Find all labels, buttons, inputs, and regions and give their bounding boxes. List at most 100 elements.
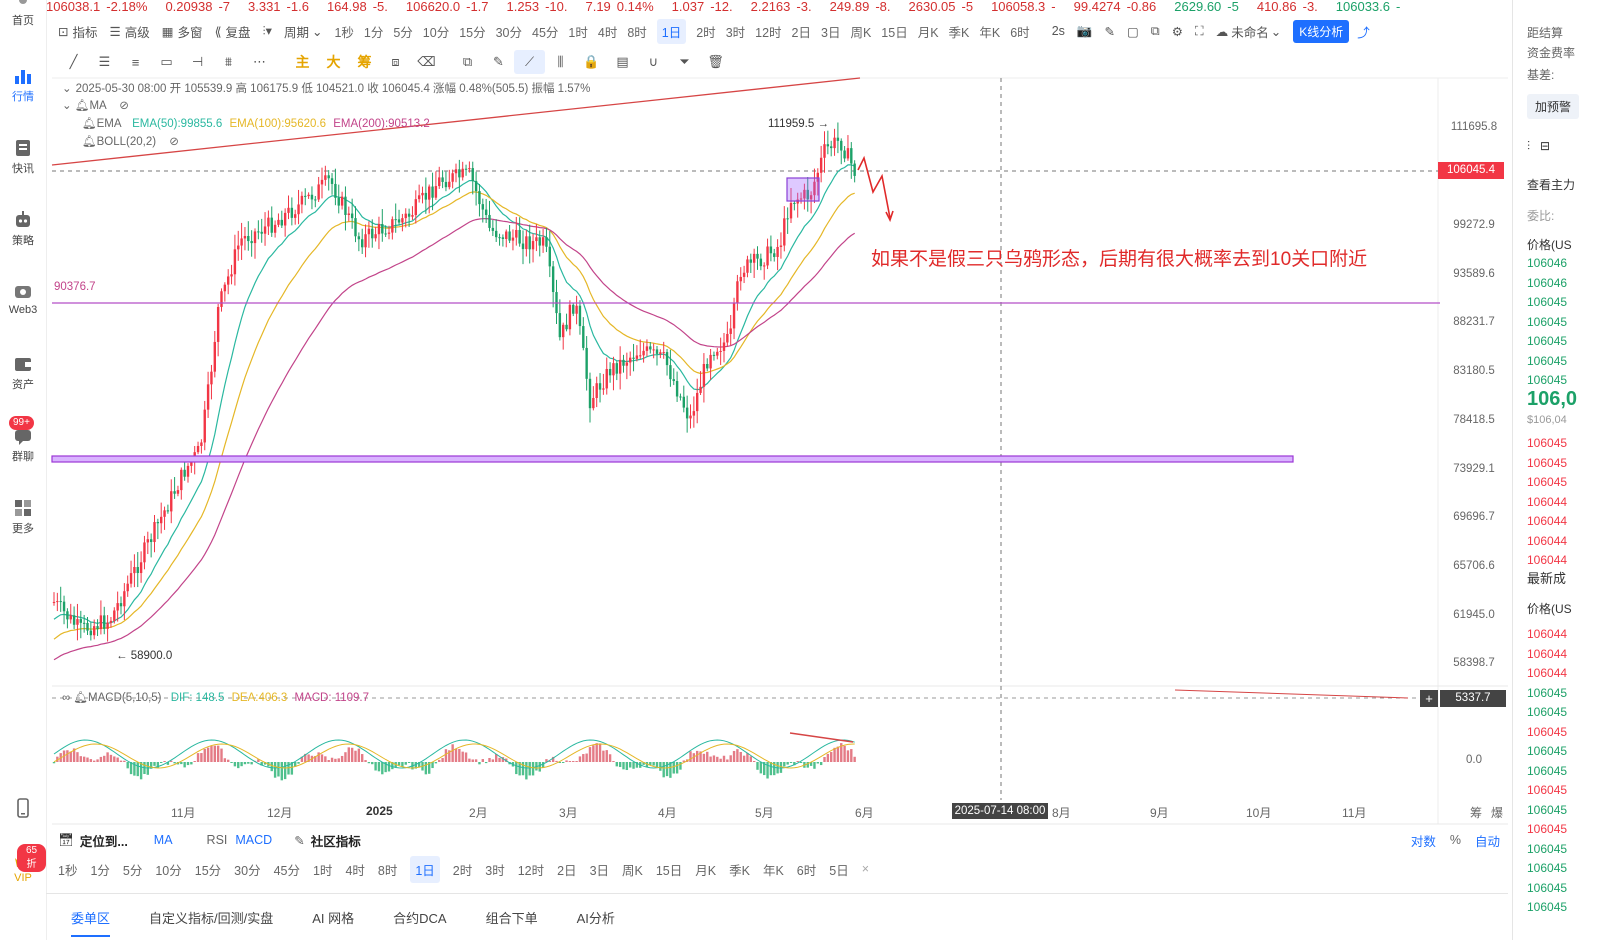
share-icon[interactable]: ⤴: [1357, 25, 1370, 40]
nav-strategy[interactable]: 策略: [0, 210, 46, 248]
bottom-period-option[interactable]: 45分: [273, 863, 300, 878]
filter-icon[interactable]: ⏷: [679, 54, 690, 69]
bottom-period-option[interactable]: 4时: [345, 863, 365, 878]
log-scale-toggle[interactable]: 对数: [1410, 834, 1436, 849]
ticker-item[interactable]: 106058.3-: [991, 0, 1056, 13]
layout-dropdown[interactable]: ☁ 未命名 ⌄: [1216, 22, 1282, 41]
trash-icon[interactable]: 🗑: [707, 54, 724, 69]
bottom-tab[interactable]: 合约DCA: [393, 911, 447, 926]
price-row[interactable]: 106045: [1527, 334, 1568, 348]
more-icon[interactable]: ⋯: [253, 54, 266, 69]
period-option[interactable]: 季K: [948, 25, 970, 40]
ticker-item[interactable]: 2629.60 -5: [1174, 0, 1239, 13]
period-option[interactable]: 1时: [568, 25, 588, 40]
nav-home[interactable]: 首页: [0, 0, 46, 28]
bottom-tab[interactable]: 自定义指标/回测/实盘: [149, 911, 274, 926]
nav-mobile[interactable]: [0, 798, 46, 820]
ticker-item[interactable]: 7.19 0.14%: [585, 0, 653, 13]
bottom-tab[interactable]: 委单区: [71, 908, 111, 937]
collapse-icon[interactable]: ⌄: [62, 100, 72, 112]
bottom-period-option[interactable]: 1时: [312, 863, 333, 878]
collapse-icon[interactable]: ⌄: [62, 83, 72, 95]
bottom-period-option[interactable]: 30分: [234, 863, 261, 878]
pen-icon[interactable]: ✎: [493, 54, 504, 69]
liquidation-axis-label[interactable]: 爆: [1491, 806, 1504, 820]
period-option[interactable]: 周K: [850, 25, 872, 40]
chart-type-button[interactable]: ⫶▾: [263, 23, 272, 39]
bottom-period-option[interactable]: 1日: [410, 855, 440, 883]
ticker-item[interactable]: 2.2163 -3.: [751, 0, 812, 13]
magnet-icon[interactable]: ∪: [648, 54, 659, 69]
period-option[interactable]: 10分: [422, 25, 450, 40]
close-icon[interactable]: ×: [861, 862, 870, 876]
bottom-period-option[interactable]: 1分: [90, 863, 110, 878]
view-main-label[interactable]: 查看主力: [1527, 178, 1576, 192]
add-icon[interactable]: +: [1420, 690, 1438, 707]
period-option[interactable]: 15日: [881, 25, 908, 40]
edit-icon[interactable]: ✎: [294, 833, 305, 848]
advanced-button[interactable]: ☰ 高级: [110, 22, 150, 41]
chip-tool[interactable]: 筹: [357, 54, 372, 70]
ticker-item[interactable]: 106620.0 -1.7: [406, 0, 489, 13]
ticker-item[interactable]: 3.331 -1.6: [248, 0, 309, 13]
eye-off-icon[interactable]: ⊘: [119, 100, 129, 112]
refresh-interval[interactable]: 2s: [1052, 24, 1065, 38]
period-option[interactable]: 2时: [696, 25, 716, 40]
ma-indicator-tab[interactable]: MA: [153, 833, 173, 847]
price-row[interactable]: 106045: [1527, 314, 1568, 329]
bottom-period-option[interactable]: 5分: [122, 863, 143, 878]
ticker-item[interactable]: 2630.05 -5: [909, 0, 974, 13]
bottom-period-option[interactable]: 3时: [485, 863, 505, 878]
bottom-period-option[interactable]: 3日: [589, 863, 610, 878]
price-row[interactable]: 106045: [1527, 475, 1568, 489]
rsi-indicator-tab[interactable]: RSI: [206, 833, 228, 847]
bottom-period-option[interactable]: 15分: [194, 863, 222, 878]
period-option[interactable]: 月K: [917, 25, 939, 40]
replay-button[interactable]: ⟪ 复盘: [215, 22, 251, 41]
ticker-item[interactable]: 410.86 -3.: [1257, 0, 1318, 13]
percent-scale-toggle[interactable]: %: [1449, 833, 1461, 847]
period-option[interactable]: 5分: [393, 25, 413, 40]
period-option[interactable]: 8时: [627, 25, 647, 40]
zoom-icon[interactable]: ⧈: [391, 54, 400, 69]
copy-icon[interactable]: ⧉: [1150, 23, 1160, 38]
price-row[interactable]: 106045: [1527, 436, 1568, 450]
period-option[interactable]: 1分: [363, 25, 384, 40]
note-icon[interactable]: ▢: [1126, 24, 1139, 39]
period-option[interactable]: 2日: [791, 25, 811, 40]
bottom-period-option[interactable]: 6时: [796, 863, 817, 878]
price-row[interactable]: 106045: [1527, 455, 1568, 470]
bottom-period-option[interactable]: 月K: [695, 863, 717, 878]
ticker-item[interactable]: 1.037 -12.: [672, 0, 733, 13]
price-row[interactable]: 106045: [1527, 373, 1568, 387]
horizontal-lines-icon[interactable]: ≡: [131, 54, 140, 70]
community-indicator-button[interactable]: 社区指标: [310, 834, 361, 849]
ticker-item[interactable]: 1.253 -10.: [507, 0, 568, 13]
eye-off-icon[interactable]: ⊘: [169, 136, 179, 148]
ticker-item[interactable]: 106038.1 -2.18%: [46, 0, 147, 13]
bottom-period-option[interactable]: 10分: [155, 863, 182, 878]
layers-icon[interactable]: ⧉: [462, 54, 473, 69]
price-row[interactable]: 106045: [1527, 353, 1568, 368]
price-row[interactable]: 106045: [1527, 295, 1568, 309]
ticker-item[interactable]: 164.98 -5.: [327, 0, 388, 13]
period-option[interactable]: 3时: [725, 25, 746, 40]
price-row[interactable]: 106044: [1527, 494, 1568, 509]
multi-window-button[interactable]: ▦ 多窗: [162, 22, 203, 41]
rule-icon[interactable]: ⫼: [557, 54, 564, 69]
period-option[interactable]: 6时: [1010, 25, 1030, 40]
big-order-tool[interactable]: 大: [326, 54, 341, 70]
nav-more[interactable]: 更多: [0, 498, 46, 536]
period-option[interactable]: 45分: [532, 25, 559, 40]
edit-icon[interactable]: ✎: [1104, 24, 1115, 39]
macd-indicator-tab[interactable]: MACD: [235, 833, 273, 847]
trend-line-icon[interactable]: ╱: [69, 54, 78, 69]
ticker-item[interactable]: 106033.6-: [1336, 0, 1401, 13]
nav-vip[interactable]: VIP 65折: [0, 844, 46, 884]
period-option[interactable]: 3日: [821, 25, 841, 40]
ticker-item[interactable]: 249.89 -8.: [830, 0, 891, 13]
parallel-channel-icon[interactable]: ☰: [98, 54, 111, 69]
nav-news[interactable]: 快讯: [0, 138, 46, 176]
price-row[interactable]: 106044: [1527, 533, 1568, 548]
bell-icon[interactable]: 🔔︎: [73, 692, 89, 704]
